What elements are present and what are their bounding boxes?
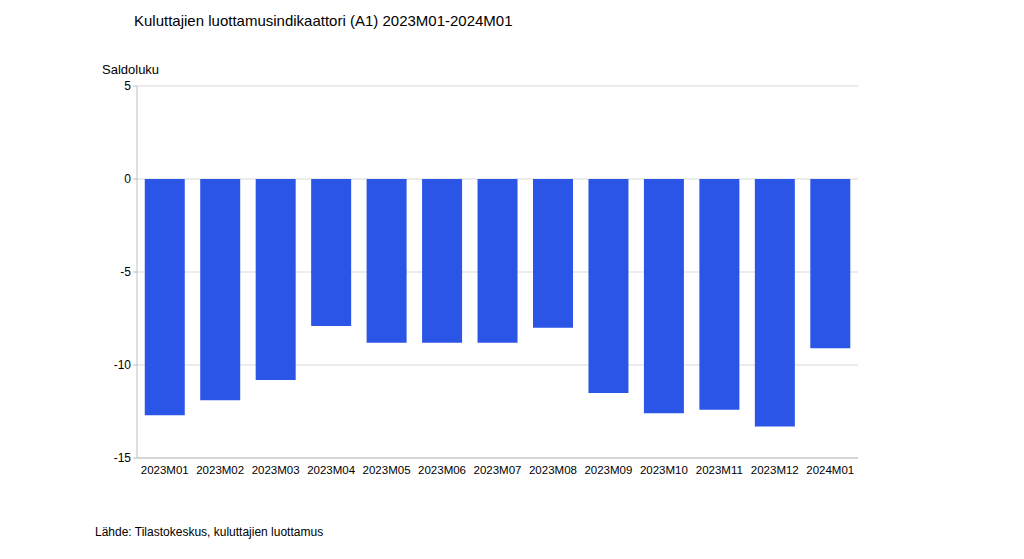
- svg-text:2023M04: 2023M04: [307, 464, 356, 476]
- svg-text:2023M03: 2023M03: [252, 464, 300, 476]
- svg-text:2023M11: 2023M11: [696, 464, 743, 476]
- svg-text:2024M01: 2024M01: [806, 464, 854, 476]
- svg-text:5: 5: [124, 79, 131, 93]
- svg-text:-5: -5: [120, 265, 131, 279]
- svg-text:-15: -15: [114, 451, 132, 465]
- svg-text:2023M07: 2023M07: [474, 464, 522, 476]
- html-text:Saldoluku: Saldoluku: [102, 62, 160, 77]
- svg-text:2023M10: 2023M10: [640, 464, 688, 476]
- html-text:Kuluttajien luottamusindikaatt: Kuluttajien luottamusindikaattori (A1) 2…: [134, 12, 513, 29]
- svg-text:2023M09: 2023M09: [584, 464, 632, 476]
- html-text:Lähde: Tilastokeskus, kuluttaj: Lähde: Tilastokeskus, kuluttajien luotta…: [95, 525, 324, 539]
- svg-text:2023M02: 2023M02: [196, 464, 244, 476]
- svg-text:2023M05: 2023M05: [363, 464, 411, 476]
- svg-text:2023M06: 2023M06: [418, 464, 466, 476]
- svg-text:2023M08: 2023M08: [529, 464, 577, 476]
- svg-text:2023M01: 2023M01: [141, 464, 189, 476]
- svg-text:-10: -10: [114, 358, 132, 372]
- svg-text:2023M12: 2023M12: [751, 464, 799, 476]
- svg-text:0: 0: [124, 172, 131, 186]
